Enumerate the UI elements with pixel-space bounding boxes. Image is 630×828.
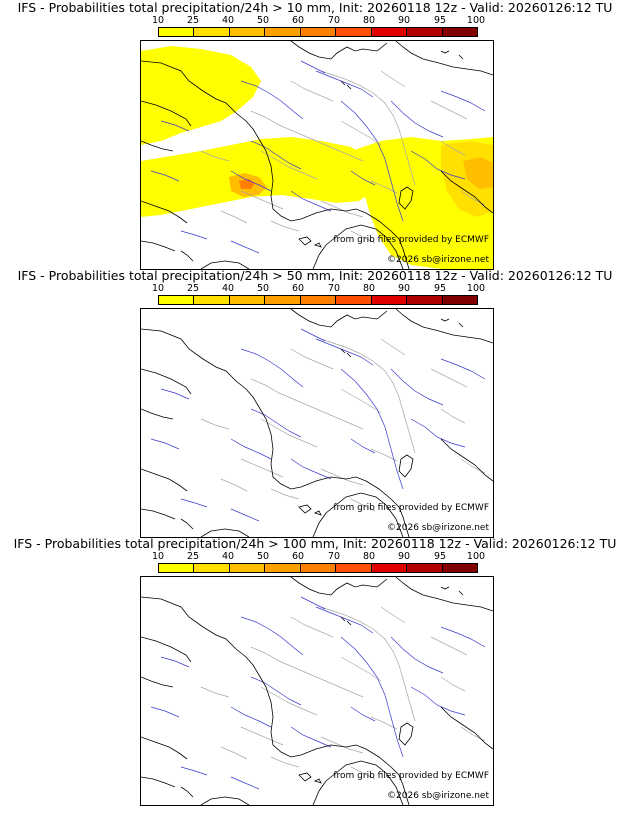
colorbar-tick-label: 10 <box>151 15 165 26</box>
credit-grib: from grib files provided by ECMWF <box>333 503 489 513</box>
colorbar-segment <box>265 296 301 304</box>
colorbar-tick-label: 10 <box>151 283 165 294</box>
map-panel: IFS - Probabilities total precipitation/… <box>0 268 630 538</box>
colorbar-tick-label: 95 <box>433 551 447 562</box>
map-area: from grib files provided by ECMWF ©2026 s… <box>140 40 494 270</box>
colorbar-tick-label: 95 <box>433 15 447 26</box>
colorbar-segment <box>442 564 477 572</box>
colorbar-tick-label: 40 <box>221 15 235 26</box>
map-panel: IFS - Probabilities total precipitation/… <box>0 0 630 270</box>
colorbar-tick-label: 40 <box>221 551 235 562</box>
colorbar-tick-label: 10 <box>151 551 165 562</box>
colorbar-tick-label: 50 <box>256 283 270 294</box>
colorbar-tick-label: 60 <box>291 283 305 294</box>
credit-site: ©2026 sb@irizone.net <box>387 255 489 265</box>
coastline <box>141 577 493 805</box>
colorbar-segment <box>407 296 443 304</box>
colorbar-segment <box>229 564 266 572</box>
colorbar-segment <box>407 28 443 36</box>
credit-grib: from grib files provided by ECMWF <box>333 235 489 245</box>
colorbar-tick-label: 50 <box>256 15 270 26</box>
colorbar-labels: 10 25 40 50 60 70 80 90 95 100 <box>152 551 485 562</box>
colorbar-labels: 10 25 40 50 60 70 80 90 95 100 <box>152 15 485 26</box>
colorbar-tick-label: 80 <box>362 283 376 294</box>
colorbar-segment <box>159 564 195 572</box>
colorbar-segment <box>371 564 408 572</box>
admin-borders <box>200 338 486 512</box>
colorbar-segment <box>265 564 301 572</box>
colorbar-segment <box>336 296 372 304</box>
colorbar <box>158 295 478 305</box>
colorbar <box>158 563 478 573</box>
coastline <box>141 309 493 537</box>
colorbar-segment <box>194 296 230 304</box>
colorbar-tick-label: 70 <box>327 15 341 26</box>
colorbar-segment <box>194 564 230 572</box>
colorbar-segment <box>371 296 408 304</box>
map-area: from grib files provided by ECMWF ©2026 s… <box>140 576 494 806</box>
colorbar-tick-label: 80 <box>362 15 376 26</box>
colorbar-tick-label: 50 <box>256 551 270 562</box>
map-canvas <box>141 41 493 269</box>
panel-title: IFS - Probabilities total precipitation/… <box>17 268 613 283</box>
colorbar-segment <box>442 296 477 304</box>
coastline <box>141 41 493 269</box>
colorbar-segment <box>229 296 266 304</box>
coastline-islands <box>141 50 464 269</box>
credit-site: ©2026 sb@irizone.net <box>387 523 489 533</box>
colorbar-tick-label: 70 <box>327 551 341 562</box>
colorbar-tick-label: 95 <box>433 283 447 294</box>
precip-probability-area <box>141 137 379 217</box>
credit-site: ©2026 sb@irizone.net <box>387 791 489 801</box>
admin-borders <box>200 606 486 780</box>
colorbar-segment <box>300 564 337 572</box>
colorbar-tick-label: 90 <box>397 551 411 562</box>
colorbar-segment <box>407 564 443 572</box>
colorbar-tick-label: 90 <box>397 283 411 294</box>
colorbar-segment <box>336 28 372 36</box>
map-area: from grib files provided by ECMWF ©2026 s… <box>140 308 494 538</box>
colorbar <box>158 27 478 37</box>
colorbar-segment <box>442 28 477 36</box>
colorbar-tick-label: 25 <box>186 15 200 26</box>
colorbar-tick-label: 90 <box>397 15 411 26</box>
precip-probability-area <box>141 46 261 145</box>
colorbar-tick-label: 100 <box>466 15 486 26</box>
colorbar-segment <box>265 28 301 36</box>
colorbar-tick-label: 100 <box>466 283 486 294</box>
colorbar-labels: 10 25 40 50 60 70 80 90 95 100 <box>152 283 485 294</box>
map-canvas <box>141 577 493 805</box>
map-canvas <box>141 309 493 537</box>
colorbar-tick-label: 25 <box>186 551 200 562</box>
map-panel: IFS - Probabilities total precipitation/… <box>0 536 630 806</box>
rivers <box>150 60 486 254</box>
colorbar-segment <box>300 296 337 304</box>
colorbar-tick-label: 60 <box>291 15 305 26</box>
credit-grib: from grib files provided by ECMWF <box>333 771 489 781</box>
coastline-islands <box>141 586 464 805</box>
precip-probability-area <box>463 157 493 189</box>
rivers <box>150 596 486 790</box>
colorbar-tick-label: 60 <box>291 551 305 562</box>
panel-title: IFS - Probabilities total precipitation/… <box>17 0 613 15</box>
colorbar-tick-label: 40 <box>221 283 235 294</box>
colorbar-tick-label: 25 <box>186 283 200 294</box>
colorbar-tick-label: 100 <box>466 551 486 562</box>
colorbar-segment <box>194 28 230 36</box>
colorbar-segment <box>159 296 195 304</box>
panel-title: IFS - Probabilities total precipitation/… <box>13 536 617 551</box>
coastline-islands <box>141 318 464 537</box>
colorbar-segment <box>336 564 372 572</box>
colorbar-tick-label: 80 <box>362 551 376 562</box>
colorbar-segment <box>371 28 408 36</box>
colorbar-segment <box>159 28 195 36</box>
admin-borders <box>200 70 486 244</box>
rivers <box>150 328 486 522</box>
colorbar-segment <box>300 28 337 36</box>
colorbar-tick-label: 70 <box>327 283 341 294</box>
colorbar-segment <box>229 28 266 36</box>
